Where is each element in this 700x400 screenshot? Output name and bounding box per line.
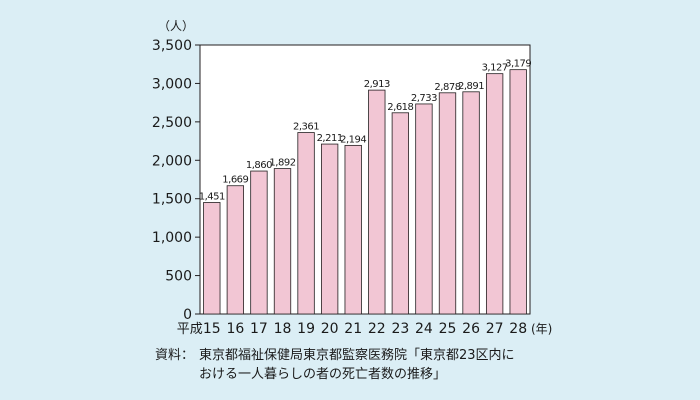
bar bbox=[344, 144, 362, 315]
bar-chart: （人） 3,500 3,000 2,500 2,000 1,500 1,000 500 0 1… bbox=[152, 19, 553, 337]
x-tick-label: 18 bbox=[274, 321, 292, 337]
bar bbox=[368, 89, 386, 315]
bar-value-label: 1,892 bbox=[269, 158, 295, 169]
source-label: 資料： bbox=[155, 348, 195, 363]
bar-value-label: 3,127 bbox=[482, 63, 508, 74]
bar bbox=[438, 92, 457, 315]
bar bbox=[462, 91, 480, 315]
y-axis-unit: （人） bbox=[158, 19, 194, 33]
x-tick-label: 27 bbox=[486, 321, 504, 337]
bar-value-label: 1,451 bbox=[199, 191, 225, 202]
y-tick-label: 0 bbox=[183, 307, 192, 323]
x-axis: 平成 15 16 17 18 19 20 21 22 23 24 25 26 27 28 (年) bbox=[177, 321, 553, 337]
x-tick-label: 15 bbox=[203, 321, 221, 337]
x-axis-unit: (年) bbox=[531, 322, 552, 336]
bar-value-label: 2,878 bbox=[434, 82, 460, 93]
bar bbox=[226, 185, 245, 315]
bar-value-label: 2,194 bbox=[340, 134, 366, 145]
bar-value-label: 3,179 bbox=[505, 59, 531, 70]
x-tick-label: 28 bbox=[509, 321, 527, 337]
x-tick-label: 23 bbox=[391, 321, 409, 337]
bar bbox=[391, 112, 410, 315]
source-line-1: 東京都福祉保健局東京都監察医務院「東京都23区内に bbox=[199, 348, 515, 363]
bar bbox=[485, 73, 504, 315]
y-tick-label: 500 bbox=[165, 269, 192, 285]
bar bbox=[320, 143, 339, 315]
x-tick-label: 25 bbox=[439, 321, 457, 337]
bar bbox=[250, 170, 268, 315]
y-tick-label: 3,500 bbox=[152, 38, 192, 54]
y-tick-label: 1,000 bbox=[152, 230, 192, 246]
bar-value-label: 2,618 bbox=[387, 102, 413, 113]
x-tick-label: 21 bbox=[344, 321, 362, 337]
x-tick-label: 16 bbox=[226, 321, 244, 337]
bar-value-label: 2,891 bbox=[458, 81, 484, 92]
bar-value-label: 1,860 bbox=[246, 160, 272, 171]
source-line-2: おける一人暮らしの者の死亡者数の推移」 bbox=[199, 367, 447, 382]
bar-value-label: 2,733 bbox=[411, 93, 437, 104]
y-tick-label: 1,500 bbox=[152, 192, 192, 208]
bar bbox=[509, 69, 527, 315]
x-tick-label: 24 bbox=[415, 321, 433, 337]
x-tick-label: 19 bbox=[297, 321, 315, 337]
x-axis-era-prefix: 平成 bbox=[177, 322, 203, 337]
y-tick-label: 2,000 bbox=[152, 153, 192, 169]
bar bbox=[415, 103, 433, 315]
bars bbox=[203, 69, 527, 315]
y-axis: 3,500 3,000 2,500 2,000 1,500 1,000 500 0 bbox=[152, 38, 200, 323]
bar-value-label: 2,913 bbox=[364, 79, 390, 90]
y-tick-label: 3,000 bbox=[152, 76, 192, 92]
source-note: 資料： 東京都福祉保健局東京都監察医務院「東京都23区内に おける一人暮らしの者の… bbox=[155, 346, 615, 384]
x-tick-label: 17 bbox=[250, 321, 268, 337]
y-tick-label: 2,500 bbox=[152, 115, 192, 131]
bar bbox=[273, 168, 292, 315]
bar bbox=[297, 132, 315, 315]
bar-value-label: 1,669 bbox=[222, 175, 248, 186]
bar bbox=[203, 202, 221, 315]
x-tick-label: 20 bbox=[321, 321, 339, 337]
bar-value-label: 2,211 bbox=[317, 133, 343, 144]
bar-value-label: 2,361 bbox=[293, 122, 319, 133]
x-tick-label: 22 bbox=[368, 321, 386, 337]
x-tick-label: 26 bbox=[462, 321, 480, 337]
